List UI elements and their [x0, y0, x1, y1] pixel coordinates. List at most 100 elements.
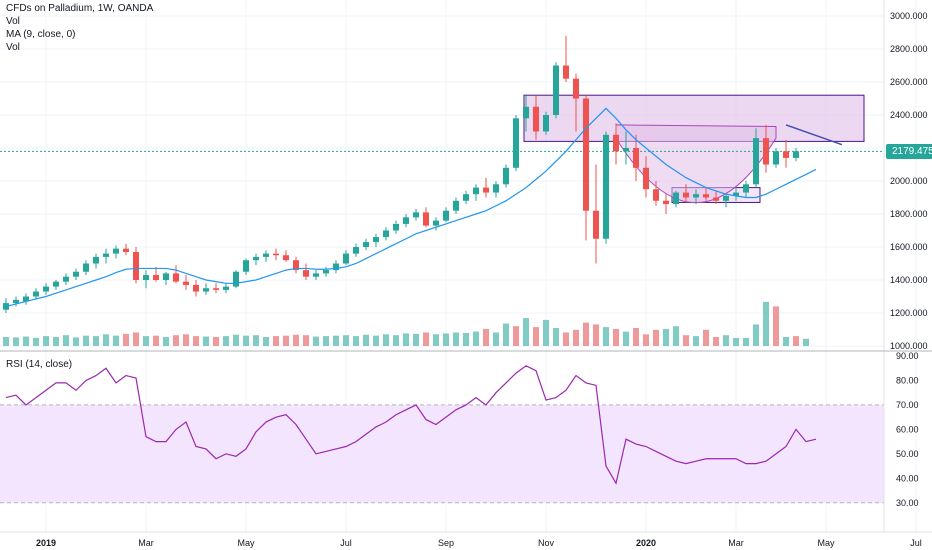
candle-body — [493, 184, 499, 193]
time-tick-label: Mar — [728, 538, 744, 548]
candle-body — [33, 291, 39, 297]
candle-body — [43, 286, 49, 292]
volume-bar — [63, 335, 69, 346]
candle-body — [443, 210, 449, 221]
volume-bar — [33, 337, 39, 346]
volume-bar — [523, 318, 529, 346]
rsi-band — [0, 404, 884, 504]
candle-body — [303, 270, 309, 277]
volume-bar — [213, 337, 219, 346]
volume-bar — [313, 336, 319, 346]
candle-body — [583, 98, 589, 211]
price-tick-label: 2400.000 — [890, 110, 928, 120]
volume-bar — [553, 328, 559, 346]
candle-body — [3, 303, 9, 310]
trendline — [785, 124, 843, 146]
candle-body — [73, 271, 79, 277]
rsi-tick-label: 90.00 — [896, 351, 919, 361]
candle-body — [713, 197, 719, 201]
candle-body — [123, 248, 129, 252]
volume-bar — [633, 328, 639, 346]
volume-bar — [603, 327, 609, 346]
time-tick-label: Jul — [910, 538, 922, 548]
candle-body — [113, 248, 119, 254]
price-tick-label: 2000.000 — [890, 176, 928, 186]
candle-body — [93, 256, 99, 264]
candle-body — [723, 195, 729, 201]
time-tick-label: Jul — [340, 538, 352, 548]
candle-body — [463, 194, 469, 201]
volume-bar — [73, 337, 79, 346]
candle-body — [313, 273, 319, 277]
volume-bar — [243, 335, 249, 346]
price-tick-label: 1400.000 — [890, 275, 928, 285]
volume-bar — [733, 337, 739, 346]
candle-body — [53, 281, 59, 287]
legend-main: CFDs on Palladium, 1W, OANDA Vol MA (9, … — [6, 2, 153, 54]
time-tick-label: Sep — [438, 538, 454, 548]
volume-bar — [83, 335, 89, 346]
volume-bar — [503, 323, 509, 346]
candle-body — [483, 187, 489, 193]
volume-bar — [3, 337, 9, 346]
volume-bar — [363, 334, 369, 346]
volume-bar — [513, 326, 519, 346]
candle-body — [243, 260, 249, 272]
volume-bar — [103, 334, 109, 346]
volume-bar — [113, 335, 119, 346]
candle-body — [733, 192, 739, 196]
rsi-tick-label: 30.00 — [896, 498, 919, 508]
volume-bar — [703, 329, 709, 346]
candle-body — [353, 247, 359, 254]
candle-body — [153, 275, 159, 280]
volume-bar — [193, 336, 199, 346]
legend-vol2: Vol — [6, 42, 20, 53]
volume-bar — [453, 332, 459, 346]
candle-body — [203, 288, 209, 292]
rsi-tick-label: 40.00 — [896, 473, 919, 483]
candle-body — [513, 118, 519, 168]
volume-bar — [293, 334, 299, 346]
candle-body — [363, 242, 369, 247]
candle-body — [393, 223, 399, 231]
volume-bar — [743, 337, 749, 346]
candle-body — [403, 217, 409, 224]
volume-bar — [403, 333, 409, 346]
price-tick-label: 1800.000 — [890, 209, 928, 219]
volume-bars — [3, 301, 809, 346]
volume-bar — [133, 332, 139, 346]
volume-bar — [273, 336, 279, 346]
candle-body — [143, 275, 149, 280]
candle-body — [763, 138, 769, 165]
volume-bar — [783, 337, 789, 346]
candle-body — [523, 106, 529, 119]
candle-body — [563, 65, 569, 79]
candle-body — [283, 255, 289, 261]
volume-bar — [283, 335, 289, 346]
candle-body — [783, 151, 789, 158]
volume-bar — [673, 326, 679, 346]
volume-bar — [753, 324, 759, 346]
candle-body — [133, 251, 139, 280]
volume-bar — [13, 337, 19, 346]
candle-body — [743, 184, 749, 193]
price-tick-label: 2600.000 — [890, 77, 928, 87]
candle-body — [423, 212, 429, 226]
candle-body — [273, 253, 279, 256]
time-tick-label: 2019 — [36, 538, 56, 548]
price-tick-label: 1000.000 — [890, 341, 928, 351]
candle-body — [263, 253, 269, 257]
ma-line — [5, 107, 817, 307]
volume-bar — [643, 334, 649, 346]
candle-body — [233, 271, 239, 287]
rsi-polyline — [5, 365, 817, 485]
volume-bar — [613, 328, 619, 346]
candle-body — [103, 253, 109, 257]
candle-body — [543, 115, 549, 132]
price-tick-label: 1600.000 — [890, 242, 928, 252]
candle-body — [223, 286, 229, 290]
candle-body — [323, 270, 329, 274]
candle-body — [293, 260, 299, 271]
